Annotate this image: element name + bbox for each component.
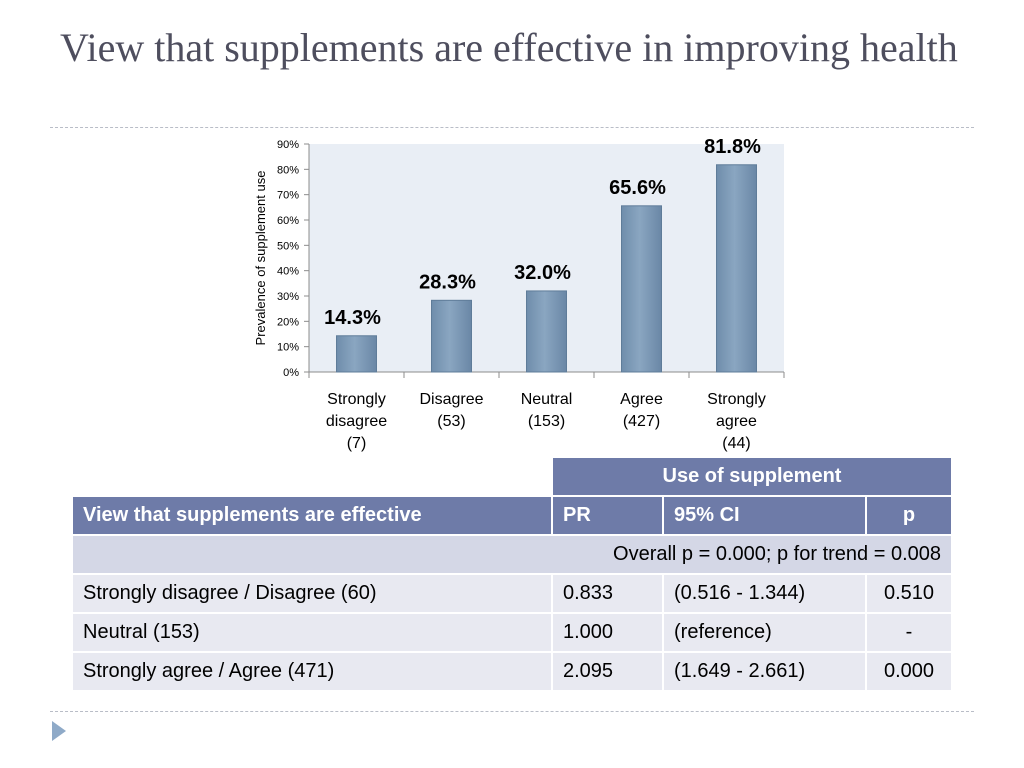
y-tick-label: 40% [277, 266, 299, 278]
x-tick-label: (53) [437, 413, 465, 430]
overall-p-cell: Overall p = 0.000; p for trend = 0.008 [70, 534, 954, 575]
data-label: 32.0% [514, 262, 571, 284]
footer-divider [50, 711, 974, 712]
y-tick-label: 60% [277, 215, 299, 227]
slide-title: View that supplements are effective in i… [60, 25, 958, 70]
x-tick-label: (427) [623, 413, 660, 430]
bar [336, 335, 377, 373]
row-label: Strongly disagree / Disagree (60) [71, 573, 553, 614]
row-p: 0.510 [864, 573, 954, 614]
x-tick-label: Neutral [521, 391, 573, 408]
row-ci: (reference) [662, 612, 867, 653]
results-table: Use of supplement View that supplements … [70, 456, 954, 692]
row-ci: (1.649 - 2.661) [662, 651, 867, 692]
group-header-use-of-supplement: Use of supplement [550, 456, 954, 497]
title-divider [50, 127, 974, 128]
row-header-view: View that supplements are effective [71, 495, 553, 536]
data-label: 14.3% [324, 307, 381, 329]
y-tick-label: 80% [277, 164, 299, 176]
col-header-ci: 95% CI [662, 495, 867, 536]
x-tick-label: Disagree [419, 391, 483, 408]
y-tick-label: 10% [277, 342, 299, 354]
data-label: 28.3% [419, 271, 476, 293]
y-tick-label: 70% [277, 190, 299, 202]
x-tick-label: Strongly [707, 391, 766, 408]
bar [431, 299, 472, 373]
x-tick-label: disagree [326, 413, 387, 430]
table-group-header-row: Use of supplement [71, 456, 954, 497]
x-tick-label: (44) [722, 435, 750, 452]
row-ci: (0.516 - 1.344) [662, 573, 867, 614]
table-column-header-row: View that supplements are effective PR 9… [71, 495, 954, 536]
bar [621, 205, 662, 373]
nav-arrow-icon [52, 721, 66, 741]
row-p: 0.000 [864, 651, 954, 692]
col-header-pr: PR [551, 495, 664, 536]
table-blank-cell [71, 456, 553, 497]
data-label: 81.8% [704, 136, 761, 158]
y-tick-label: 50% [277, 240, 299, 252]
row-p: - [864, 612, 954, 653]
row-pr: 2.095 [551, 651, 664, 692]
y-tick-label: 30% [277, 291, 299, 303]
col-header-p: p [864, 495, 954, 536]
table-row: Neutral (153) 1.000 (reference) - [71, 612, 954, 653]
y-axis-title: Prevalence of supplement use [253, 171, 268, 346]
x-tick-label: agree [716, 413, 757, 430]
x-tick-label: Strongly [327, 391, 386, 408]
row-label: Strongly agree / Agree (471) [71, 651, 553, 692]
table-overall-row: Overall p = 0.000; p for trend = 0.008 [70, 534, 954, 575]
y-tick-label: 90% [277, 139, 299, 151]
row-label: Neutral (153) [71, 612, 553, 653]
y-tick-label: 20% [277, 316, 299, 328]
bar [716, 164, 757, 373]
table-row: Strongly disagree / Disagree (60) 0.833 … [71, 573, 954, 614]
table-row: Strongly agree / Agree (471) 2.095 (1.64… [71, 651, 954, 692]
x-tick-label: (153) [528, 413, 565, 430]
y-tick-label: 0% [283, 367, 299, 379]
bar [526, 290, 567, 373]
data-label: 65.6% [609, 177, 666, 199]
x-tick-label: (7) [347, 435, 367, 452]
x-tick-label: Agree [620, 391, 663, 408]
bar-chart: 0% 10% 20% 30% 40% 50% 60% 70% 80% 90% Prevalence … [253, 136, 785, 452]
row-pr: 1.000 [551, 612, 664, 653]
row-pr: 0.833 [551, 573, 664, 614]
